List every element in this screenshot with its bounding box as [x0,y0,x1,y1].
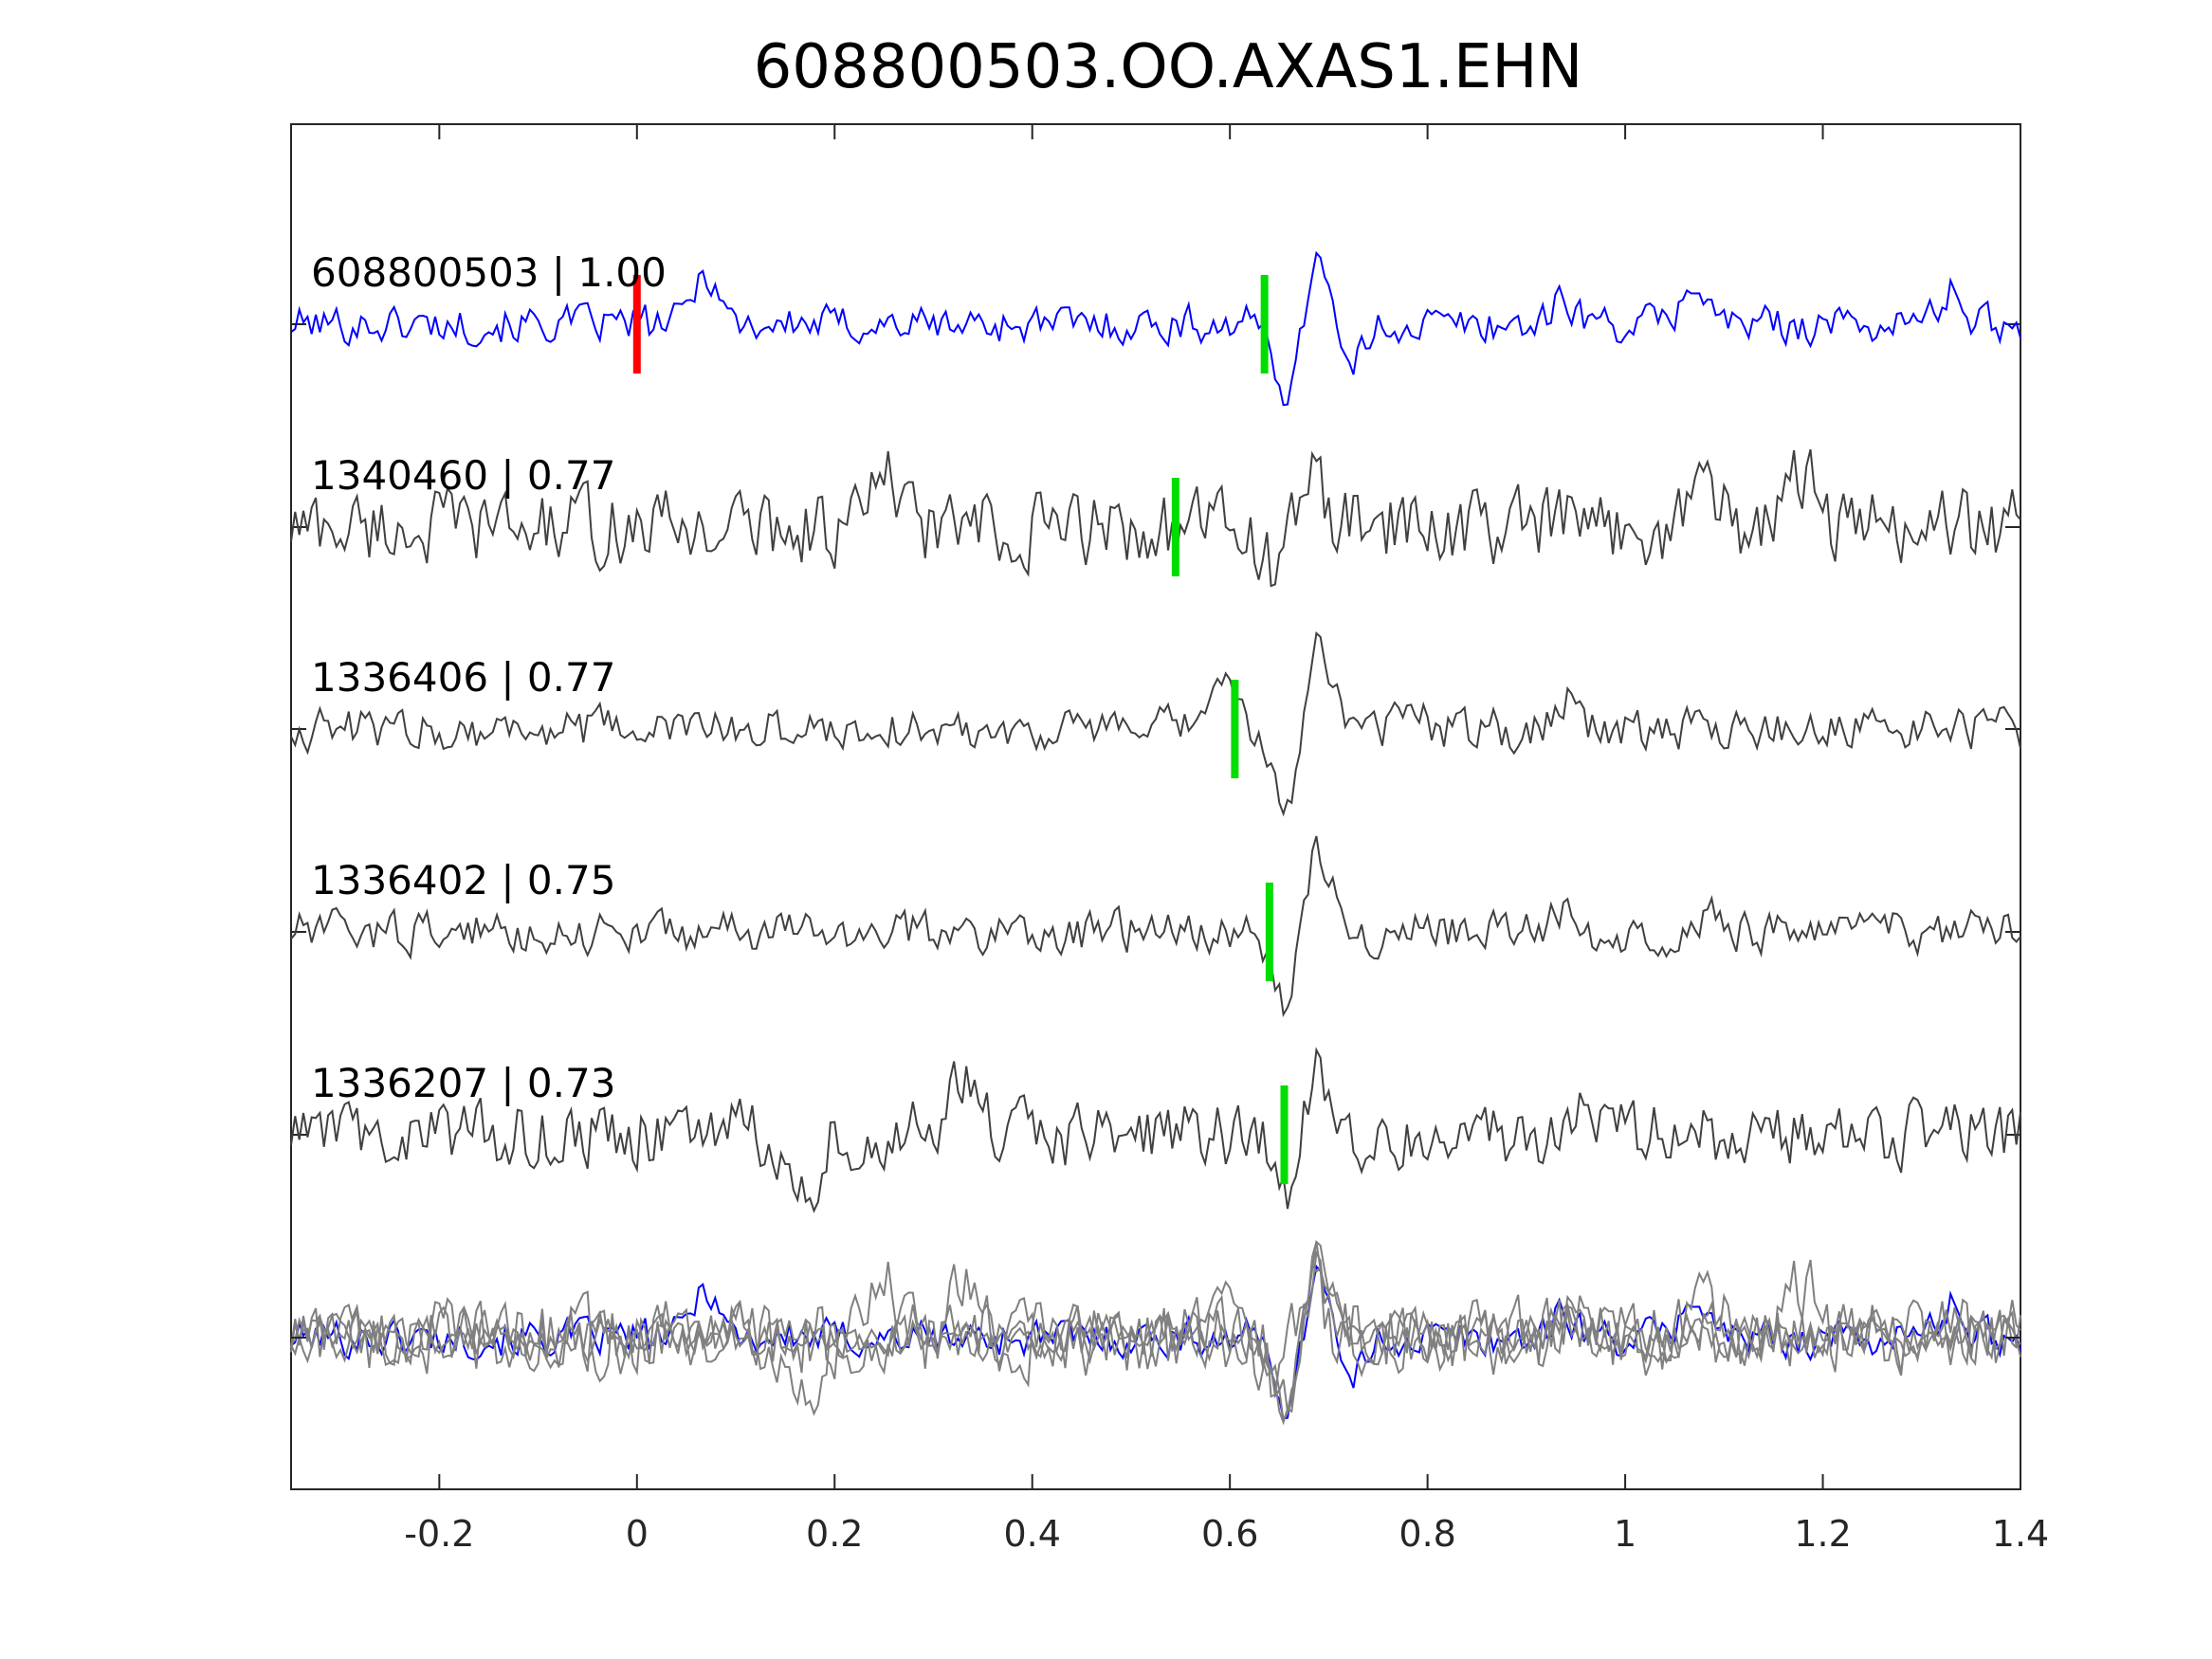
waveform-traces [290,250,2021,1213]
trace-label: 1340460 | 0.77 [311,452,615,499]
chart-title: 608800503.OO.AXAS1.EHN [754,32,1583,102]
x-tick-label: 0.4 [1003,1513,1060,1555]
trace-line [290,835,2021,1018]
x-axis-tick-labels: -0.2 0 0.2 0.4 0.6 0.8 1 1.2 1.4 [404,1513,2049,1555]
plot-area-frame [290,123,2021,1490]
phase-picks [632,275,1289,1184]
x-tick-label: 0.6 [1201,1513,1258,1555]
x-tick-label: 0.8 [1398,1513,1455,1555]
stacked-overlay [290,1240,2021,1426]
stack-trace-line [290,1249,2021,1416]
trace-line [290,448,2021,588]
x-tick-label: 0 [626,1513,649,1555]
x-tick-label: 1.2 [1794,1513,1851,1555]
x-tick-label: 0.2 [806,1513,863,1555]
x-tick-label: 1.4 [1992,1513,2049,1555]
trace-labels: 608800503 | 1.00 1340460 | 0.77 1336406 | … [311,249,667,1106]
trace-label: 1336406 | 0.77 [311,654,615,701]
x-tick-label: 1 [1614,1513,1636,1555]
trace-label: 608800503 | 1.00 [311,249,667,296]
trace-line [290,250,2021,407]
x-tick-label: -0.2 [404,1513,474,1555]
x-axis-ticks [438,124,2021,1489]
trace-label: 1336207 | 0.73 [311,1060,615,1106]
trace-label: 1336402 | 0.75 [311,857,615,903]
trace-line [290,1047,2021,1213]
trace-line [290,631,2021,817]
